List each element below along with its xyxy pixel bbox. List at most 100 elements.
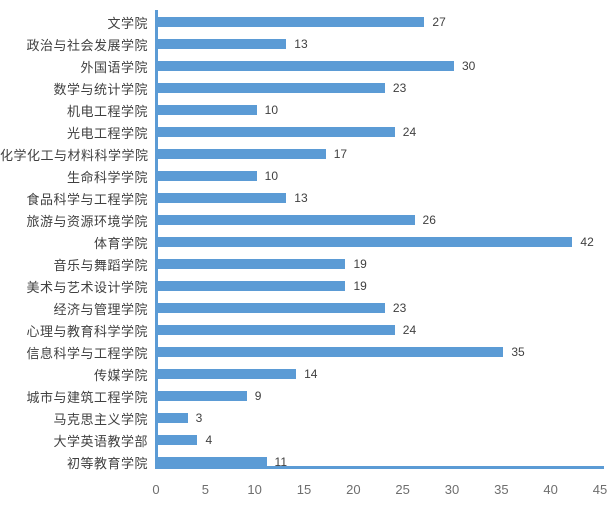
bar-row: 心理与教育科学学院 24 bbox=[0, 319, 602, 341]
category-label: 音乐与舞蹈学院 bbox=[53, 257, 148, 273]
bar-row: 信息科学与工程学院 35 bbox=[0, 341, 602, 363]
bar bbox=[158, 39, 287, 49]
category-label: 经济与管理学院 bbox=[53, 301, 148, 317]
x-tick-label: 10 bbox=[247, 482, 262, 497]
bar-track: 17 bbox=[158, 143, 602, 165]
bar bbox=[158, 149, 326, 159]
bar-row: 生命科学学院 10 bbox=[0, 165, 602, 187]
value-label: 9 bbox=[254, 389, 262, 403]
bar-track: 19 bbox=[158, 275, 602, 297]
category-label: 化学化工与材料科学学院 bbox=[0, 147, 149, 163]
bar bbox=[158, 171, 257, 181]
bar-track: 42 bbox=[158, 231, 602, 253]
bar-row: 食品科学与工程学院 13 bbox=[0, 187, 602, 209]
bar-track: 10 bbox=[158, 165, 602, 187]
bar-row: 大学英语教学部 4 bbox=[0, 429, 602, 451]
category-label: 数学与统计学院 bbox=[53, 81, 148, 97]
bar-row: 城市与建筑工程学院 9 bbox=[0, 385, 602, 407]
bar-track: 4 bbox=[158, 429, 602, 451]
value-label: 30 bbox=[461, 59, 476, 73]
x-axis-tick-labels: 0 5 10 15 20 25 30 35 40 45 bbox=[152, 482, 607, 500]
bar-track: 23 bbox=[158, 297, 602, 319]
category-label: 光电工程学院 bbox=[66, 125, 148, 141]
value-label: 4 bbox=[205, 433, 213, 447]
value-label: 24 bbox=[402, 125, 417, 139]
value-label: 11 bbox=[274, 455, 287, 469]
category-label: 心理与教育科学学院 bbox=[26, 323, 148, 339]
bar-track: 26 bbox=[158, 209, 602, 231]
bar-row: 光电工程学院 24 bbox=[0, 121, 602, 143]
value-label: 19 bbox=[353, 257, 367, 271]
bar-row: 经济与管理学院 23 bbox=[0, 297, 602, 319]
bar-row: 音乐与舞蹈学院 19 bbox=[0, 253, 602, 275]
bar-track: 9 bbox=[158, 385, 602, 407]
category-label: 旅游与资源环境学院 bbox=[26, 213, 148, 229]
x-tick-label: 0 bbox=[152, 482, 160, 497]
category-label: 政治与社会发展学院 bbox=[26, 37, 148, 53]
value-label: 3 bbox=[195, 411, 203, 425]
bar bbox=[158, 435, 198, 445]
category-axis-line bbox=[155, 10, 158, 469]
bar bbox=[158, 391, 247, 401]
bar-track: 10 bbox=[158, 99, 602, 121]
value-label: 35 bbox=[511, 345, 525, 359]
category-label: 机电工程学院 bbox=[66, 103, 148, 119]
value-label: 13 bbox=[294, 191, 308, 205]
x-tick-label: 30 bbox=[444, 482, 460, 497]
category-label: 城市与建筑工程学院 bbox=[26, 389, 148, 405]
bar-rows: 文学院 27 政治与社会发展学院 13 外国语学院 30 数学与统计学院 23 … bbox=[0, 11, 602, 473]
bar-row: 外国语学院 30 bbox=[0, 55, 602, 77]
category-label: 外国语学院 bbox=[80, 59, 148, 75]
bar bbox=[158, 457, 267, 467]
category-label: 初等教育学院 bbox=[66, 455, 148, 471]
bar bbox=[158, 61, 454, 71]
category-label: 美术与艺术设计学院 bbox=[26, 279, 148, 295]
value-label: 17 bbox=[333, 147, 348, 161]
bar-row: 马克思主义学院 3 bbox=[0, 407, 602, 429]
value-label: 13 bbox=[294, 37, 308, 51]
category-label: 生命科学学院 bbox=[66, 169, 148, 185]
bar bbox=[158, 83, 385, 93]
category-label: 文学院 bbox=[107, 15, 148, 31]
bar-row: 初等教育学院 11 bbox=[0, 451, 602, 473]
bar-track: 27 bbox=[158, 11, 602, 33]
bar bbox=[158, 303, 385, 313]
bar-row: 化学化工与材料科学学院 17 bbox=[0, 143, 602, 165]
x-tick-label: 15 bbox=[296, 482, 312, 497]
bar-track: 30 bbox=[158, 55, 602, 77]
bar-row: 传媒学院 14 bbox=[0, 363, 602, 385]
value-label: 23 bbox=[392, 301, 407, 315]
bar-track: 35 bbox=[158, 341, 602, 363]
category-label: 传媒学院 bbox=[93, 367, 148, 383]
value-axis-line bbox=[155, 466, 604, 469]
bar-track: 23 bbox=[158, 77, 602, 99]
bar bbox=[158, 127, 395, 137]
bar-row: 政治与社会发展学院 13 bbox=[0, 33, 602, 55]
bar bbox=[158, 105, 257, 115]
category-label: 食品科学与工程学院 bbox=[26, 191, 148, 207]
value-label: 10 bbox=[264, 169, 279, 183]
bar bbox=[158, 325, 395, 335]
bar-row: 数学与统计学院 23 bbox=[0, 77, 602, 99]
category-label: 马克思主义学院 bbox=[53, 411, 148, 427]
bar bbox=[158, 17, 425, 27]
bar bbox=[158, 413, 188, 423]
value-label: 19 bbox=[353, 279, 367, 293]
value-label: 26 bbox=[422, 213, 436, 227]
bar bbox=[158, 281, 346, 291]
bar-track: 24 bbox=[158, 319, 602, 341]
bar-track: 24 bbox=[158, 121, 602, 143]
bar bbox=[158, 237, 573, 247]
value-label: 42 bbox=[580, 235, 594, 249]
value-label: 27 bbox=[432, 15, 446, 29]
x-tick-label: 20 bbox=[346, 482, 361, 497]
bar-track: 3 bbox=[158, 407, 602, 429]
value-label: 23 bbox=[392, 81, 407, 95]
x-tick-label: 5 bbox=[201, 482, 209, 497]
bar-track: 19 bbox=[158, 253, 602, 275]
bar-row: 美术与艺术设计学院 19 bbox=[0, 275, 602, 297]
bar-row: 文学院 27 bbox=[0, 11, 602, 33]
bar bbox=[158, 259, 346, 269]
bar bbox=[158, 193, 287, 203]
